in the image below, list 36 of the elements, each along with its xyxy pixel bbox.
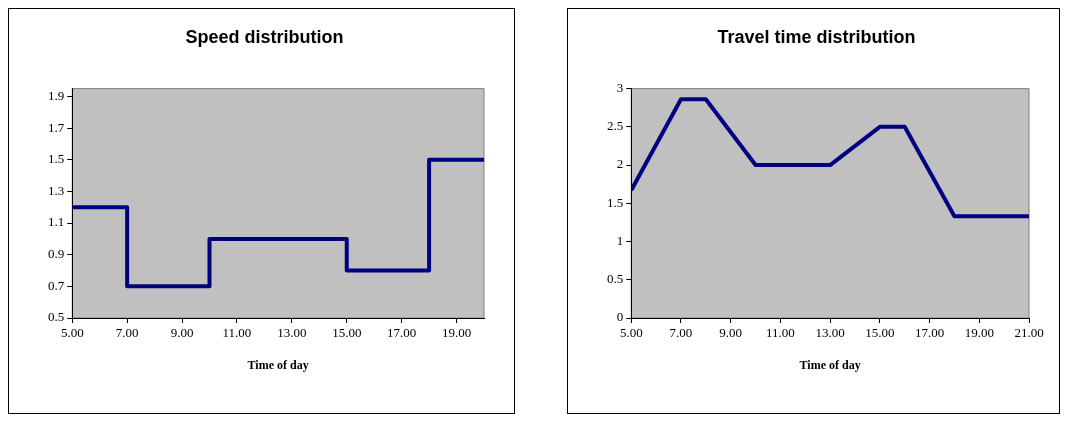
y-tick-label: 1.1	[48, 214, 65, 230]
x-tick-label: 15.00	[865, 325, 895, 341]
x-tick-label: 9.00	[719, 325, 743, 341]
y-tick-label: 1.5	[607, 194, 624, 210]
y-tick-label: 1.5	[48, 151, 65, 167]
x-tick-label: 5.00	[619, 325, 643, 341]
x-axis-title: Time of day	[247, 357, 309, 372]
y-tick-label: 2.5	[607, 118, 624, 134]
x-tick-label: 19.00	[441, 325, 472, 341]
x-tick-label: 13.00	[815, 325, 845, 341]
x-tick-label: 19.00	[964, 325, 994, 341]
x-tick-label: 7.00	[115, 325, 139, 341]
y-tick-label: 0	[616, 309, 624, 325]
x-tick-label: 7.00	[669, 325, 693, 341]
y-tick-label: 1.3	[48, 182, 65, 198]
chart-title: Speed distribution	[185, 26, 344, 47]
x-tick-label: 5.00	[60, 325, 84, 341]
y-tick-label: 3	[616, 80, 624, 96]
x-tick-label: 13.00	[277, 325, 307, 341]
y-tick-label: 0.5	[48, 309, 65, 325]
x-tick-label: 15.00	[332, 325, 362, 341]
y-tick-label: 2	[616, 156, 624, 172]
y-tick-label: 1	[616, 232, 624, 248]
x-tick-label: 21.00	[1014, 325, 1044, 341]
y-tick-label: 1.7	[48, 119, 65, 135]
x-tick-label: 9.00	[170, 325, 194, 341]
x-tick-label: 17.00	[914, 325, 945, 341]
y-tick-label: 0.7	[48, 277, 65, 293]
x-tick-label: 11.00	[222, 325, 252, 341]
y-tick-label: 0.5	[607, 271, 624, 287]
y-tick-label: 0.9	[48, 246, 65, 262]
x-tick-label: 17.00	[387, 325, 417, 341]
y-tick-label: 1.9	[48, 87, 65, 103]
x-axis-title: Time of day	[799, 357, 861, 372]
x-tick-label: 11.00	[766, 325, 795, 341]
chart-title: Travel time distribution	[717, 26, 916, 47]
